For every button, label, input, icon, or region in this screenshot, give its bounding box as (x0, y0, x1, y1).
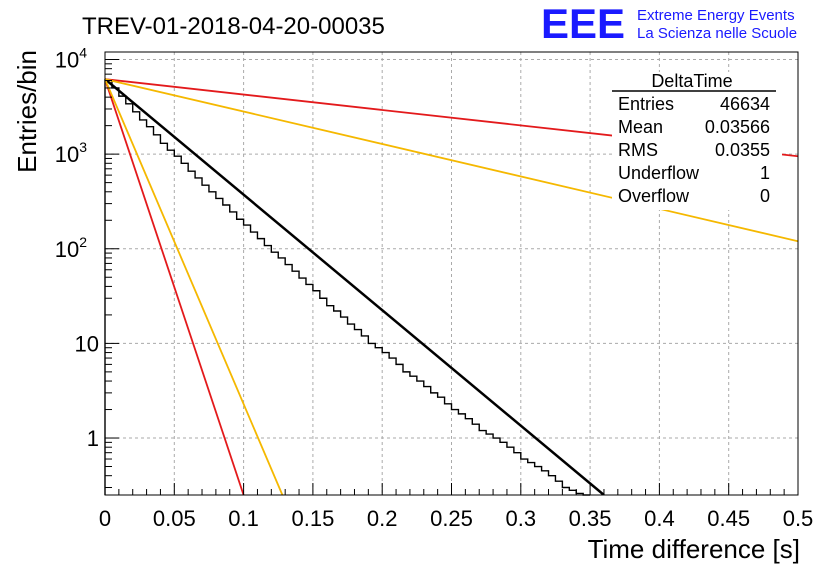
fit-line (105, 78, 245, 495)
stats-box: DeltaTime Entries 46634 Mean 0.03566 RMS… (612, 71, 782, 210)
stats-label: Overflow (618, 186, 690, 206)
y-tick-label: 104 (55, 44, 87, 72)
x-tick-label: 0.2 (367, 506, 398, 531)
logo-line1: Extreme Energy Events (637, 7, 795, 24)
stats-box-title: DeltaTime (651, 71, 732, 91)
logo-mark: EEE (541, 0, 625, 47)
stats-value: 0.03566 (705, 117, 770, 137)
stats-label: Mean (618, 117, 663, 137)
x-axis-label: Time difference [s] (588, 534, 800, 564)
y-tick-label: 10 (75, 331, 99, 356)
stats-value: 0.0355 (715, 140, 770, 160)
eee-logo: EEE Extreme Energy Events La Scienza nel… (541, 0, 797, 47)
stats-box-bg (612, 72, 782, 210)
x-tick-label: 0.25 (430, 506, 473, 531)
stats-value: 0 (760, 186, 770, 206)
y-tick-label: 102 (55, 234, 87, 262)
fit-line (105, 78, 605, 495)
histogram-outline (104, 79, 591, 496)
y-tick-label: 103 (55, 139, 87, 167)
x-tick-label: 0 (99, 506, 111, 531)
x-tick-label: 0.05 (153, 506, 196, 531)
x-tick-label: 0.4 (644, 506, 675, 531)
y-tick-label: 1 (87, 426, 99, 451)
y-axis-label: Entries/bin (12, 50, 42, 173)
axis-layer: 0 0.05 0.1 0.15 0.2 0.25 0.3 0.35 0.4 0.45 0.51101… (55, 44, 814, 531)
x-tick-label: 0.5 (783, 506, 814, 531)
x-tick-label: 0.35 (569, 506, 612, 531)
stats-label: RMS (618, 140, 658, 160)
fit-line (105, 78, 798, 243)
x-tick-label: 0.15 (291, 506, 334, 531)
stats-value: 46634 (720, 94, 770, 114)
histogram-layer (104, 79, 591, 496)
stats-label: Underflow (618, 163, 700, 183)
x-tick-label: 0.3 (506, 506, 537, 531)
chart-title: TREV-01-2018-04-20-00035 (82, 13, 385, 40)
stats-value: 1 (760, 163, 770, 183)
stats-label: Entries (618, 94, 674, 114)
fit-line (105, 78, 284, 495)
x-tick-label: 0.1 (228, 506, 259, 531)
x-tick-label: 0.45 (707, 506, 750, 531)
logo-line2: La Scienza nelle Scuole (637, 25, 797, 42)
